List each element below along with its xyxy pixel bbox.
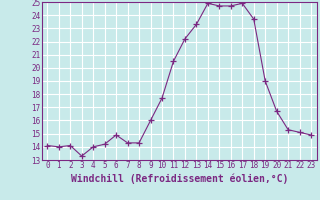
X-axis label: Windchill (Refroidissement éolien,°C): Windchill (Refroidissement éolien,°C)	[70, 173, 288, 184]
